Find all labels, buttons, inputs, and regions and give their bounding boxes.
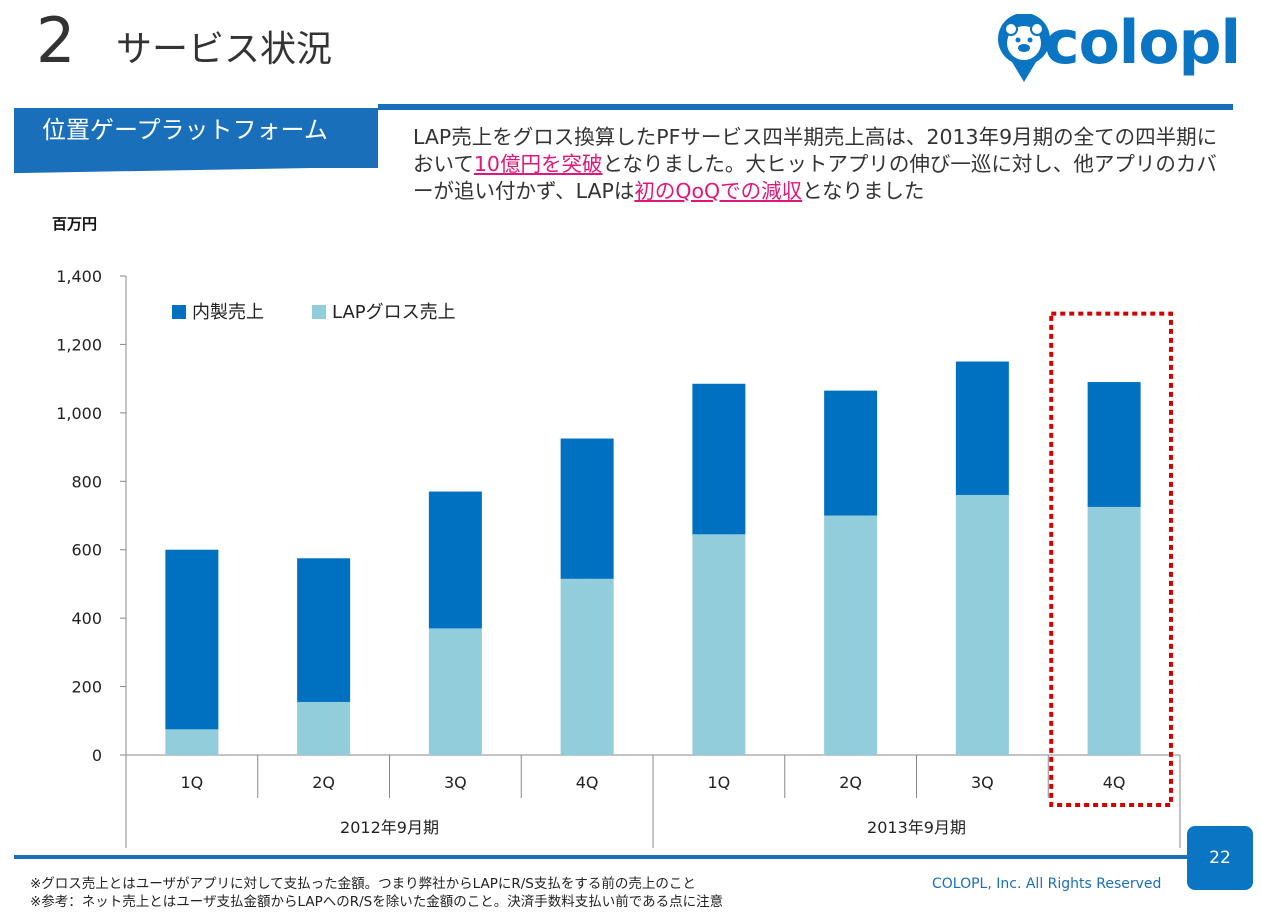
- page-number: 22: [1187, 826, 1253, 890]
- x-tick-label: 4Q: [576, 773, 599, 792]
- x-tick-label: 2Q: [312, 773, 335, 792]
- y-tick-label: 200: [71, 678, 102, 697]
- bar-lap-gross: [1087, 506, 1141, 755]
- bar-lap-gross: [560, 578, 614, 755]
- legend-swatch: [172, 305, 186, 319]
- footnote-net-sales: ※参考：ネット売上とはユーザ支払金額からLAPへのR/Sを除いた金額のこと。決済…: [30, 894, 724, 910]
- x-tick-label: 3Q: [444, 773, 467, 792]
- y-tick-label: 1,200: [56, 335, 102, 354]
- x-tick-label: 4Q: [1103, 773, 1126, 792]
- legend-label: 内製売上: [192, 302, 264, 323]
- copyright: COLOPL, Inc. All Rights Reserved: [932, 876, 1162, 892]
- x-tick-label: 1Q: [180, 773, 203, 792]
- colopl-logo: [994, 12, 1224, 84]
- section-tag: 位置ゲープラットフォーム: [14, 108, 378, 168]
- y-tick-label: 1,000: [56, 404, 102, 423]
- x-tick-label: 1Q: [707, 773, 730, 792]
- bar-internal: [297, 558, 351, 702]
- bar-internal: [955, 361, 1009, 495]
- description-text-2: となりました。大ヒットアプリの伸び一巡に対し、他アプリのカバーが追い付かず、LA…: [413, 152, 1217, 203]
- description: LAP売上をグロス換算したPFサービス四半期売上高は、2013年9月期の全ての四…: [413, 124, 1233, 205]
- legend-swatch: [312, 305, 326, 319]
- footnote-gross-sales: ※グロス売上とはユーザがアプリに対して支払った金額。つまり弊社からLAPにR/S…: [30, 876, 696, 892]
- section-title: サービス状況: [116, 29, 333, 70]
- x-tick-label: 3Q: [971, 773, 994, 792]
- description-text-1: LAP売上をグロス換算したPFサービス四半期売上高は、2013年9月期の全ての四…: [413, 125, 1218, 176]
- header-divider: [378, 104, 1233, 110]
- bar-lap-gross: [297, 701, 351, 755]
- description-highlight-1: 10億円を突破: [473, 152, 603, 176]
- unit-label: 百万円: [52, 215, 98, 233]
- group-label: 2012年9月期: [340, 818, 439, 837]
- bar-internal: [560, 438, 614, 579]
- bar-internal: [428, 491, 482, 629]
- group-label: 2013年9月期: [867, 818, 966, 837]
- bar-lap-gross: [692, 534, 746, 755]
- bar-internal: [692, 383, 746, 535]
- bar-lap-gross: [165, 729, 219, 755]
- bar-lap-gross: [955, 494, 1009, 755]
- y-tick-label: 0: [92, 746, 102, 765]
- y-tick-label: 400: [71, 609, 102, 628]
- y-tick-label: 600: [71, 541, 102, 560]
- bar-lap-gross: [824, 515, 878, 755]
- y-tick-label: 800: [71, 472, 102, 491]
- x-tick-label: 2Q: [839, 773, 862, 792]
- focus-highlight-box: [1049, 311, 1173, 807]
- description-text-3: となりました: [802, 179, 925, 203]
- bar-internal: [165, 549, 219, 730]
- bar-lap-gross: [428, 628, 482, 755]
- section-number: 2: [36, 4, 76, 77]
- bear-pin-icon: [998, 12, 1050, 82]
- y-tick-label: 1,400: [56, 267, 102, 286]
- description-highlight-2: 初のQoQでの減収: [634, 179, 803, 203]
- legend-label: LAPグロス売上: [332, 302, 456, 323]
- bar-internal: [824, 390, 878, 516]
- logo-wordmark: colopl: [1044, 8, 1241, 78]
- bar-internal: [1087, 382, 1141, 507]
- footer-divider: [14, 855, 1234, 859]
